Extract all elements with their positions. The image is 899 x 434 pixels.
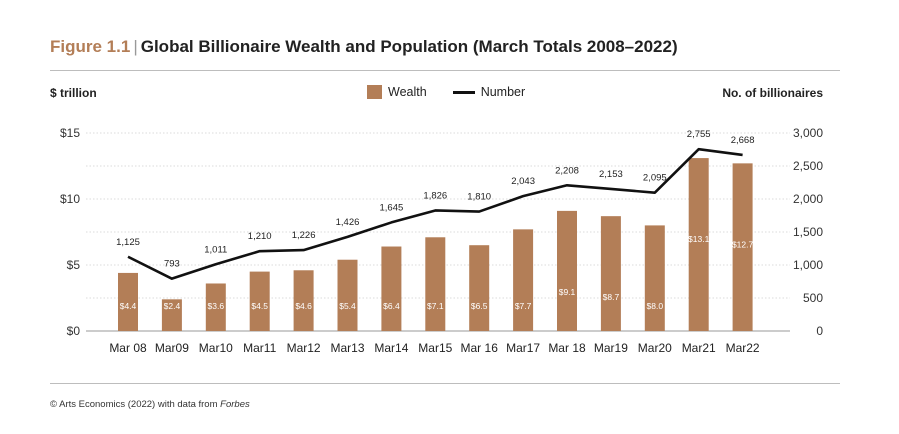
x-tick-label: Mar 18 — [548, 341, 586, 355]
wealth-bar — [161, 299, 182, 331]
right-tick-label: 500 — [803, 291, 823, 305]
legend-wealth-label: Wealth — [388, 85, 427, 99]
right-axis-label: No. of billionaires — [722, 86, 823, 100]
x-tick-label: Mar17 — [506, 341, 540, 355]
wealth-bar — [688, 158, 709, 331]
legend-wealth-swatch — [367, 85, 382, 99]
number-data-label: 2,668 — [731, 135, 755, 146]
wealth-data-label: $4.5 — [251, 301, 268, 311]
number-data-label: 2,153 — [599, 169, 623, 180]
wealth-data-label: $8.7 — [603, 292, 620, 302]
wealth-data-label: $7.7 — [515, 301, 532, 311]
wealth-bar — [381, 246, 402, 331]
wealth-bar — [249, 271, 270, 331]
right-tick-label: 0 — [816, 324, 823, 338]
number-data-label: 1,426 — [336, 217, 360, 228]
wealth-bar — [205, 283, 226, 331]
wealth-data-label: $6.5 — [471, 301, 488, 311]
x-tick-label: Mar21 — [682, 341, 716, 355]
x-tick-label: Mar 16 — [461, 341, 499, 355]
wealth-data-label: $4.4 — [120, 301, 137, 311]
wealth-data-label: $3.6 — [208, 301, 225, 311]
x-tick-label: Mar 08 — [109, 341, 147, 355]
wealth-bar — [425, 237, 446, 331]
right-tick-label: 2,000 — [793, 192, 823, 206]
x-tick-label: Mar12 — [287, 341, 321, 355]
wealth-bar — [557, 210, 577, 331]
x-tick-label: Mar15 — [418, 341, 452, 355]
wealth-data-label: $4.6 — [295, 301, 312, 311]
number-data-label: 793 — [164, 259, 180, 270]
title-separator: | — [133, 37, 138, 56]
wealth-data-label: $5.4 — [339, 301, 356, 311]
wealth-bar — [118, 272, 138, 331]
right-tick-label: 3,000 — [793, 126, 823, 140]
number-data-label: 1,125 — [116, 237, 140, 248]
title-text: Global Billionaire Wealth and Population… — [140, 37, 678, 56]
number-data-label: 2,043 — [511, 176, 535, 187]
number-data-label: 1,810 — [467, 192, 491, 203]
wealth-bar — [644, 225, 665, 331]
wealth-bar — [732, 163, 753, 331]
number-data-label: 1,645 — [380, 202, 404, 213]
wealth-data-label: $9.1 — [559, 287, 576, 297]
x-tick-label: Mar14 — [374, 341, 408, 355]
source-prefix: © Arts Economics (2022) with data from — [50, 399, 221, 410]
number-data-label: 1,210 — [248, 231, 272, 242]
number-line — [127, 147, 743, 280]
left-tick-label: $10 — [60, 192, 80, 206]
wealth-bar — [513, 229, 534, 331]
left-axis-label: $ trillion — [50, 86, 97, 100]
wealth-data-label: $7.1 — [427, 301, 444, 311]
number-data-label: 2,755 — [687, 129, 711, 140]
wealth-data-label: $6.4 — [383, 301, 400, 311]
left-tick-label: $0 — [67, 324, 81, 338]
wealth-bar — [600, 216, 621, 331]
x-tick-label: Mar13 — [330, 341, 364, 355]
number-data-label: 1,226 — [292, 230, 316, 241]
wealth-bar — [337, 259, 358, 331]
x-tick-label: Mar09 — [155, 341, 189, 355]
wealth-data-label: $13.1 — [688, 234, 710, 244]
legend-number-label: Number — [480, 85, 526, 99]
number-data-label: 2,095 — [643, 173, 667, 184]
left-tick-label: $15 — [60, 126, 80, 140]
right-tick-label: 2,500 — [793, 159, 823, 173]
wealth-data-label: $12.7 — [732, 239, 754, 249]
number-data-label: 1,826 — [423, 190, 447, 201]
number-data-label: 2,208 — [555, 165, 579, 176]
top-rule — [50, 70, 840, 71]
source-italic: Forbes — [220, 399, 250, 410]
number-data-label: 1,011 — [204, 244, 227, 255]
right-tick-label: 1,000 — [793, 258, 823, 272]
left-tick-label: $5 — [67, 258, 81, 272]
legend-number-line — [452, 90, 475, 94]
wealth-bar — [293, 270, 314, 331]
wealth-bar — [469, 245, 490, 331]
source-note: © Arts Economics (2022) with data from F… — [50, 399, 250, 410]
bottom-rule — [50, 383, 840, 384]
wealth-data-label: $8.0 — [647, 301, 664, 311]
figure-label: Figure 1.1 — [50, 37, 131, 56]
legend: Wealth Number — [367, 85, 525, 99]
x-tick-label: Mar19 — [594, 341, 628, 355]
x-tick-label: Mar11 — [243, 341, 276, 355]
right-tick-label: 1,500 — [793, 225, 823, 239]
x-tick-label: Mar20 — [638, 341, 672, 355]
x-tick-label: Mar22 — [726, 341, 760, 355]
x-tick-label: Mar10 — [199, 341, 233, 355]
chart-title: Figure 1.1 | Global Billionaire Wealth and… — [50, 37, 678, 57]
wealth-data-label: $2.4 — [164, 301, 181, 311]
